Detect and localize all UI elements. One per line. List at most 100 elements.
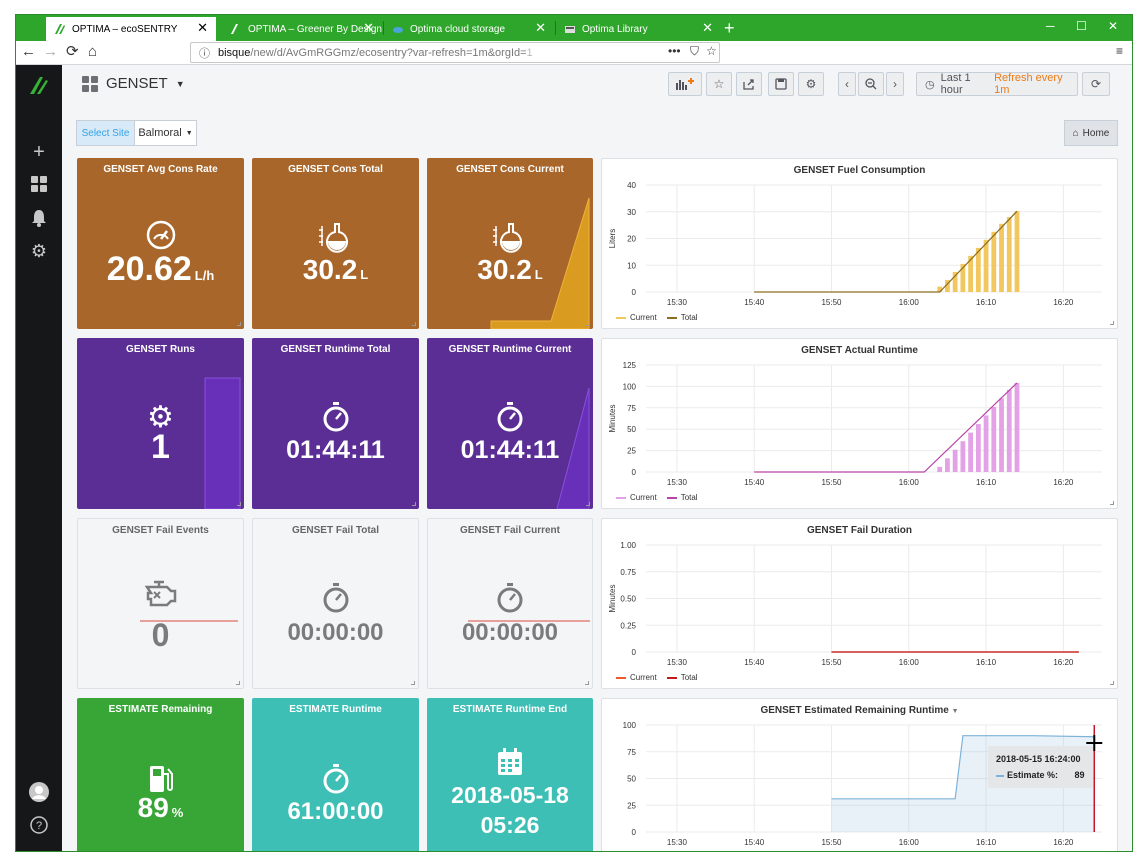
panel-fail-total[interactable]: GENSET Fail Total 00:00:00	[252, 518, 419, 689]
y-tick-label: 10	[627, 261, 636, 270]
flask-icon	[427, 222, 593, 257]
time-back-button[interactable]: ‹	[838, 72, 856, 96]
y-tick-label: 25	[627, 447, 636, 456]
panel-fuel-consumption[interactable]: GENSET Fuel Consumption 0 10 20 30 40 15:30 15…	[601, 158, 1118, 329]
maximize-button[interactable]: ☐	[1076, 19, 1087, 33]
graph-legend: Current Total	[616, 493, 698, 502]
new-tab-button[interactable]: +	[724, 18, 735, 38]
help-icon[interactable]: ?	[16, 815, 62, 840]
site-info-icon[interactable]: ⓘ	[199, 47, 210, 60]
panel-estimate-remaining[interactable]: ESTIMATE Remaining 89%	[77, 698, 244, 851]
home-icon: ⌂	[1072, 127, 1079, 139]
url-host: bisque	[218, 46, 251, 59]
x-tick-label: 15:30	[667, 478, 688, 487]
bar-mark	[952, 449, 958, 472]
bookmark-star-icon[interactable]: ☆	[706, 44, 717, 58]
optima-logo-icon[interactable]	[28, 75, 50, 95]
threshold-line	[468, 620, 590, 622]
close-window-button[interactable]: ✕	[1108, 19, 1119, 33]
panel-estimate-runtime-end[interactable]: ESTIMATE Runtime End 2018-05-18 05:26	[427, 698, 593, 851]
share-icon	[743, 79, 754, 90]
configuration-gear-icon[interactable]: ⚙	[30, 241, 48, 261]
legend-item[interactable]: Current	[616, 493, 657, 502]
x-tick-label: 15:40	[744, 838, 765, 847]
forward-icon[interactable]: →	[43, 43, 58, 60]
panel-actual-runtime[interactable]: GENSET Actual Runtime 0 25 50 75 100 125 15:30…	[601, 338, 1118, 509]
page-actions-icon[interactable]: •••	[668, 44, 681, 58]
series-line	[754, 210, 1018, 293]
optima-logo-icon	[55, 24, 65, 34]
user-avatar[interactable]	[16, 781, 62, 808]
stopwatch-icon	[427, 402, 593, 435]
add-panel-button[interactable]	[668, 72, 702, 96]
dashboard-picker[interactable]: GENSET ▼	[82, 75, 185, 92]
legend-item[interactable]: Total	[666, 493, 698, 502]
star-dashboard-button[interactable]: ☆	[706, 72, 732, 96]
speedometer-icon	[77, 220, 244, 253]
url-bar[interactable]: ⓘ bisque/new/d/AvGmRGGmz/ecosentry?var-r…	[190, 42, 720, 63]
settings-button[interactable]: ⚙	[798, 72, 824, 96]
dashboards-icon[interactable]	[16, 175, 62, 198]
caret-down-icon: ▼	[951, 708, 959, 715]
stat-value-time: 05:26	[480, 812, 540, 838]
flask-icon	[252, 222, 419, 257]
close-tab-icon[interactable]: ✕	[535, 20, 546, 35]
y-tick-label: 0	[632, 288, 637, 297]
panel-title: GENSET Fail Events	[112, 525, 209, 536]
menu-icon[interactable]: ≡	[1116, 44, 1124, 58]
minimize-button[interactable]: ─	[1046, 19, 1055, 33]
time-forward-button[interactable]: ›	[886, 72, 904, 96]
select-site-label: Select Site	[76, 120, 134, 146]
panel-estimate-runtime[interactable]: ESTIMATE Runtime 61:00:00	[252, 698, 419, 851]
panel-estimated-remaining-runtime[interactable]: GENSET Estimated Remaining Runtime ▼ 0 25…	[601, 698, 1118, 851]
panel-runtime-total[interactable]: GENSET Runtime Total 01:44:11	[252, 338, 419, 509]
reload-icon[interactable]: ⟳	[66, 43, 79, 60]
share-dashboard-button[interactable]	[736, 72, 762, 96]
close-tab-icon[interactable]: ✕	[363, 20, 374, 35]
home-button[interactable]: ⌂ Home	[1064, 120, 1118, 146]
legend-item[interactable]: Current	[616, 673, 657, 682]
refresh-button[interactable]: ⟳	[1082, 72, 1110, 96]
dashboard-main: GENSET ▼ ☆ ⚙ ‹ › ◷ Last 1 hour Refresh e…	[62, 65, 1132, 851]
caret-down-icon: ▼	[185, 129, 193, 137]
tab-greener[interactable]: OPTIMA – Greener By Design ✕	[222, 17, 382, 41]
tab-ecosentry[interactable]: OPTIMA – ecoSENTRY ✕	[46, 17, 216, 41]
x-tick-label: 16:10	[976, 658, 997, 667]
save-dashboard-button[interactable]	[768, 72, 794, 96]
back-icon[interactable]: ←	[21, 43, 36, 60]
gear-icon: ⚙	[147, 401, 174, 434]
chevron-left-icon: ‹	[845, 77, 849, 91]
site-dropdown[interactable]: Balmoral ▼	[134, 120, 197, 146]
stopwatch-icon	[253, 583, 418, 616]
time-picker-button[interactable]: ◷ Last 1 hour Refresh every 1m	[916, 72, 1078, 96]
home-icon[interactable]: ⌂	[88, 43, 98, 60]
bar-mark	[952, 271, 958, 292]
legend-item[interactable]: Current	[616, 313, 657, 322]
site-value: Balmoral	[138, 127, 182, 139]
panel-title[interactable]: GENSET Estimated Remaining Runtime ▼	[760, 705, 959, 716]
close-tab-icon[interactable]: ✕	[197, 20, 208, 35]
stat-value: 0	[151, 617, 170, 653]
legend-item[interactable]: Total	[666, 673, 698, 682]
dashboard-grid-icon	[82, 75, 98, 92]
y-tick-label: 0.25	[620, 621, 636, 630]
panel-cons-current[interactable]: GENSET Cons Current 30.2 L	[427, 158, 593, 329]
x-tick-label: 15:40	[744, 298, 765, 307]
panel-fail-events[interactable]: GENSET Fail Events 0	[77, 518, 244, 689]
y-tick-label: 50	[627, 775, 636, 784]
panel-avg-cons-rate[interactable]: GENSET Avg Cons Rate 20.62 L/h	[77, 158, 244, 329]
add-icon[interactable]: +	[33, 141, 45, 163]
panel-fail-current[interactable]: GENSET Fail Current 00:00:00	[427, 518, 593, 689]
alerting-bell-icon[interactable]	[16, 209, 62, 232]
zoom-out-button[interactable]	[858, 72, 884, 96]
x-tick-label: 15:50	[821, 658, 842, 667]
panel-cons-total[interactable]: GENSET Cons Total 30.2 L	[252, 158, 419, 329]
panel-runs[interactable]: GENSET Runs ⚙ 1	[77, 338, 244, 509]
panel-fail-duration[interactable]: GENSET Fail Duration 0 0.25 0.50 0.75 1.00 15…	[601, 518, 1118, 689]
close-tab-icon[interactable]: ✕	[702, 20, 713, 35]
tab-library[interactable]: Optima Library ✕	[556, 17, 721, 41]
tab-cloud-storage[interactable]: Optima cloud storage ✕	[384, 17, 554, 41]
panel-runtime-current[interactable]: GENSET Runtime Current 01:44:11	[427, 338, 593, 509]
pocket-icon[interactable]: ⛉	[690, 44, 700, 58]
legend-item[interactable]: Total	[666, 313, 698, 322]
